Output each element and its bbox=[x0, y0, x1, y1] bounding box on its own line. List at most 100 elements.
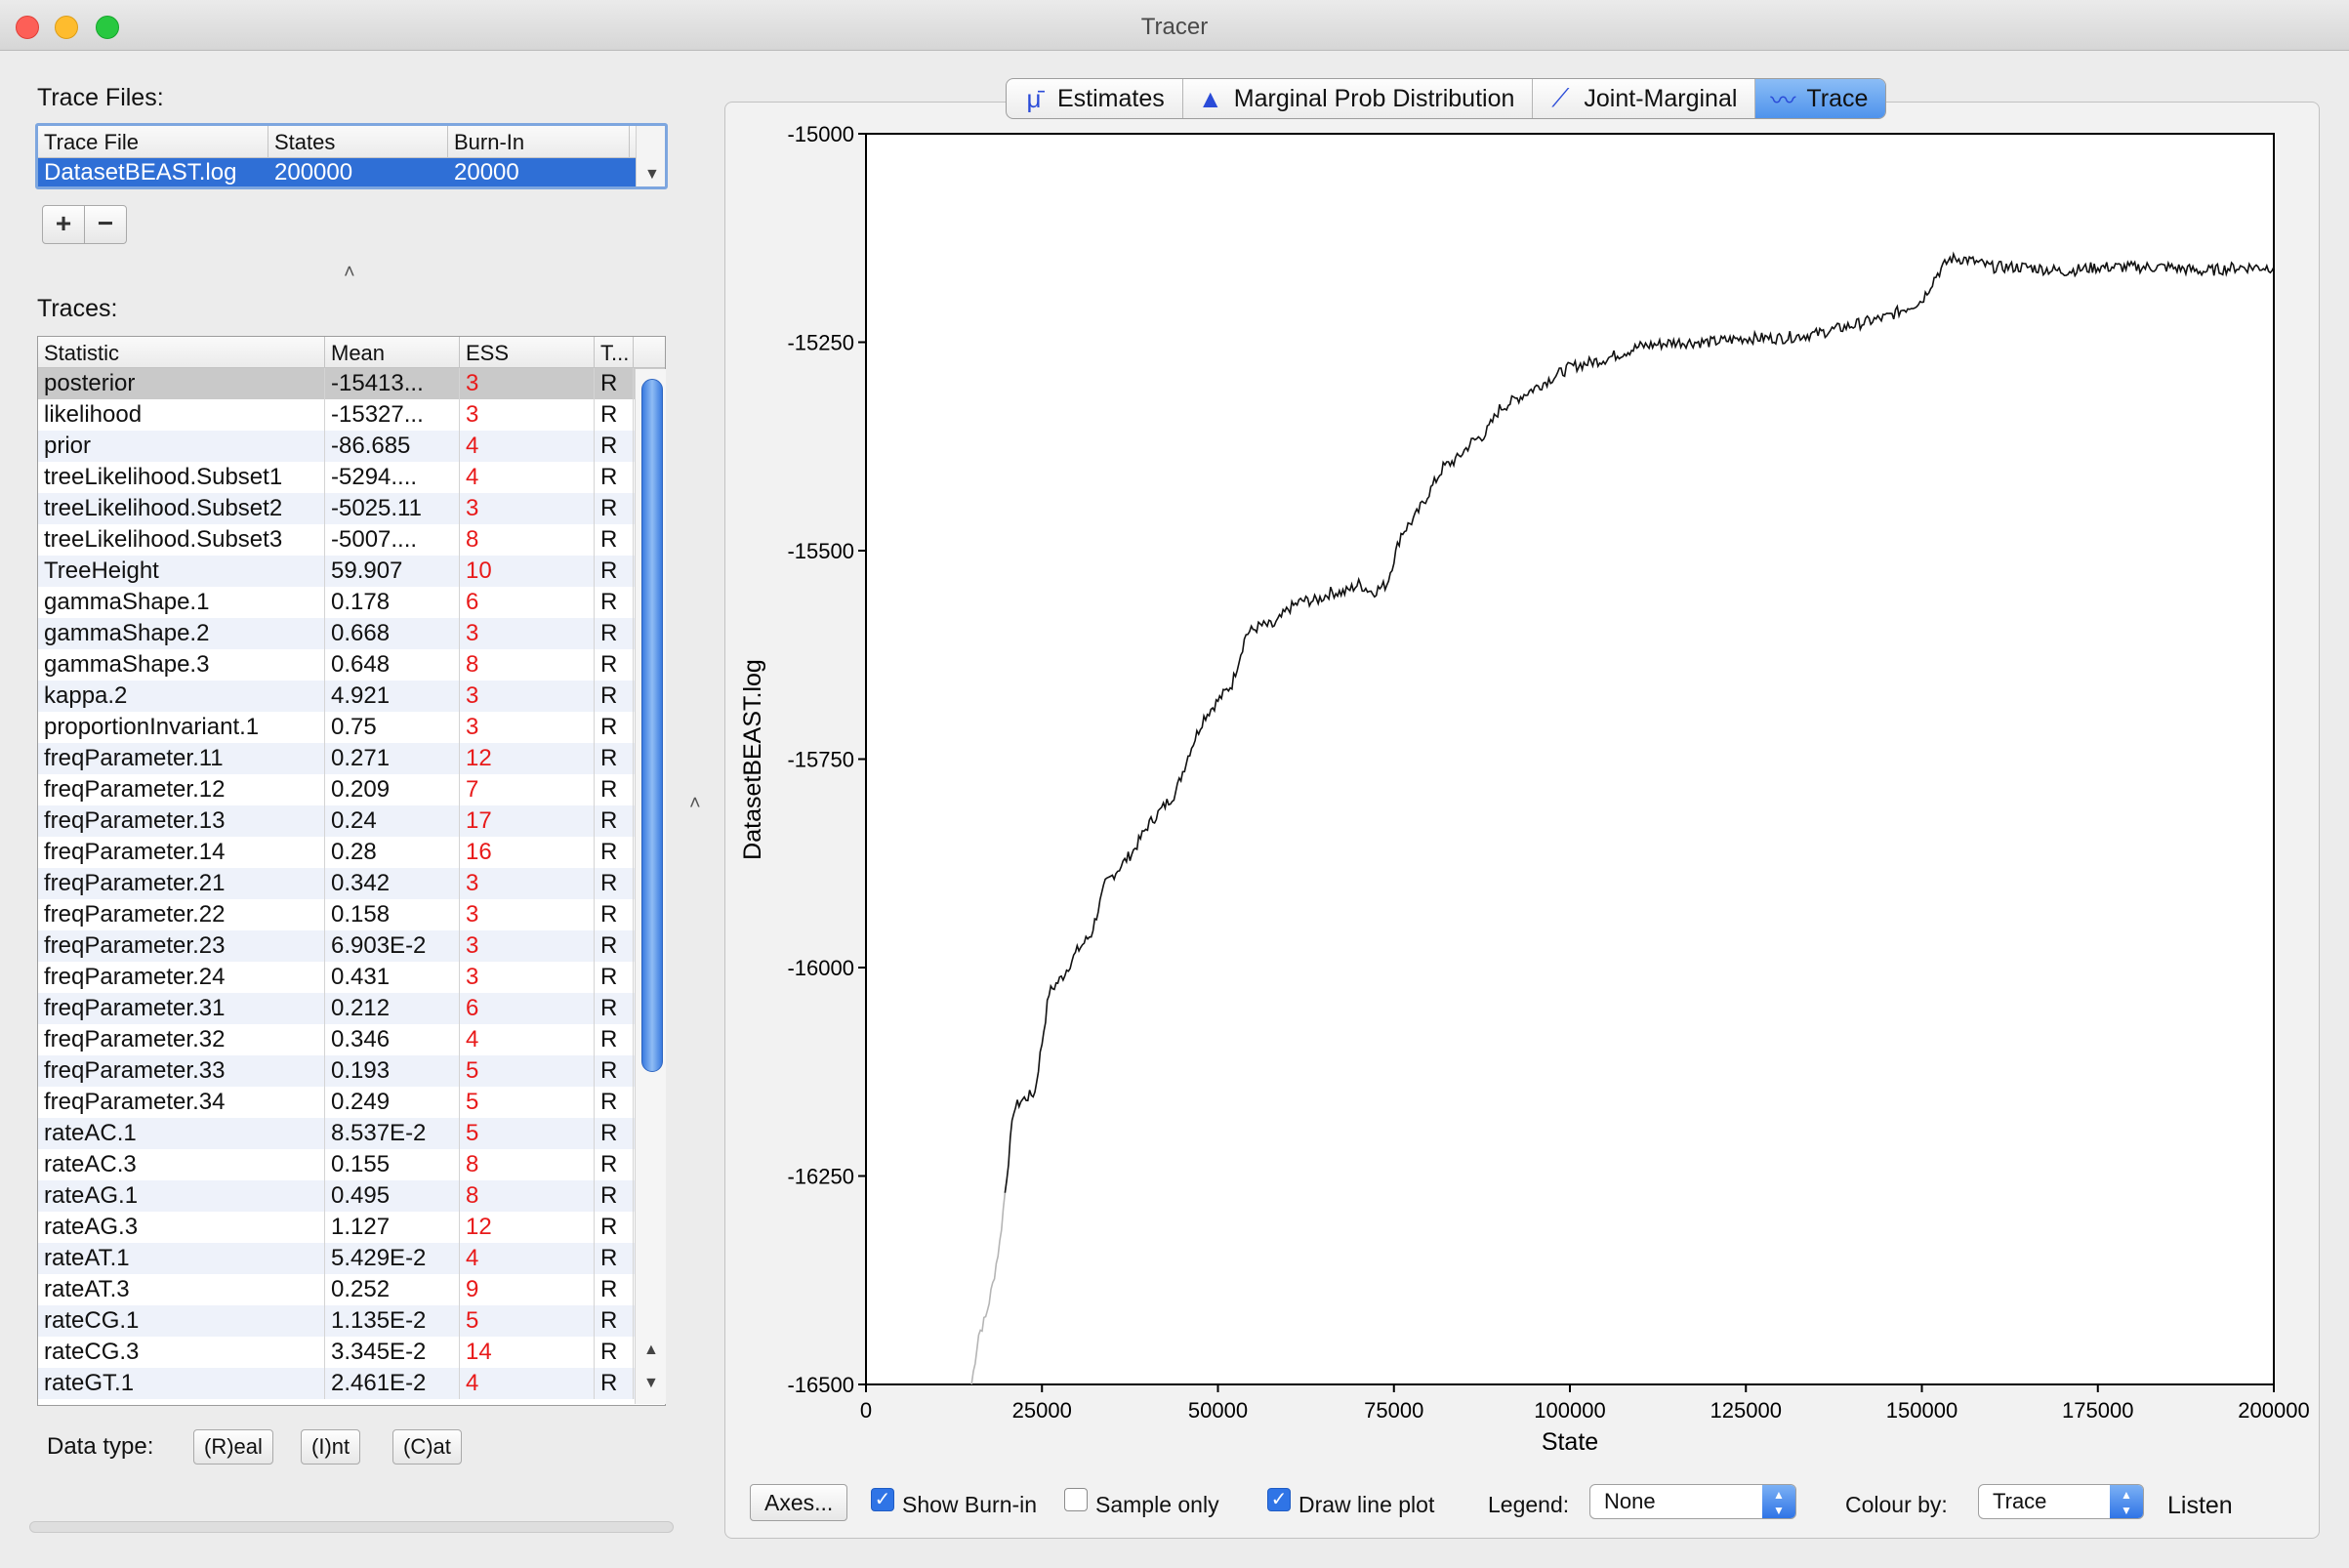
traces-label: Traces: bbox=[37, 295, 118, 322]
statistic-cell: proportionInvariant.1 bbox=[38, 712, 325, 743]
trace-file-burnin[interactable]: 20000 bbox=[454, 159, 519, 186]
table-row[interactable]: posterior -15413... 3 R bbox=[38, 368, 665, 399]
table-row[interactable]: gammaShape.3 0.648 8 R bbox=[38, 649, 665, 681]
type-cell: R bbox=[595, 368, 634, 399]
legend-select[interactable]: None ▲ ▼ bbox=[1589, 1484, 1796, 1519]
table-row[interactable]: freqParameter.24 0.431 3 R bbox=[38, 962, 665, 993]
trace-files-scrollbar[interactable]: ▼ bbox=[636, 126, 665, 186]
column-header-type[interactable]: T... bbox=[595, 337, 634, 367]
data-type-real-button[interactable]: (R)eal bbox=[193, 1429, 273, 1465]
table-row[interactable]: gammaShape.1 0.178 6 R bbox=[38, 587, 665, 618]
statistic-cell: freqParameter.12 bbox=[38, 774, 325, 805]
type-cell: R bbox=[595, 837, 634, 868]
table-row[interactable]: treeLikelihood.Subset2 -5025.11 3 R bbox=[38, 493, 665, 524]
zoom-window-button[interactable] bbox=[96, 16, 119, 39]
table-row[interactable]: rateAG.1 0.495 8 R bbox=[38, 1180, 665, 1212]
traces-scrollbar-thumb[interactable] bbox=[641, 379, 663, 1072]
type-cell: R bbox=[595, 930, 634, 962]
tab-marginal-prob-distribution[interactable]: ▲ Marginal Prob Distribution bbox=[1183, 79, 1534, 118]
mean-cell: 0.648 bbox=[325, 649, 460, 681]
column-header-trace-file[interactable]: Trace File bbox=[38, 126, 268, 157]
x-axis-label: State bbox=[1542, 1428, 1598, 1456]
column-header-ess[interactable]: ESS bbox=[460, 337, 595, 367]
table-row[interactable]: freqParameter.33 0.193 5 R bbox=[38, 1055, 665, 1087]
column-header-mean[interactable]: Mean bbox=[325, 337, 460, 367]
table-row[interactable]: freqParameter.32 0.346 4 R bbox=[38, 1024, 665, 1055]
table-row[interactable]: freqParameter.14 0.28 16 R bbox=[38, 837, 665, 868]
y-axis-label: DatasetBEAST.log bbox=[739, 659, 766, 860]
table-row[interactable]: rateAT.3 0.252 9 R bbox=[38, 1274, 665, 1305]
axes-button[interactable]: Axes... bbox=[750, 1484, 848, 1521]
table-row[interactable]: freqParameter.13 0.24 17 R bbox=[38, 805, 665, 837]
mean-cell: 3.345E-2 bbox=[325, 1337, 460, 1368]
table-row[interactable]: treeLikelihood.Subset1 -5294.... 4 R bbox=[38, 462, 665, 493]
type-cell: R bbox=[595, 1180, 634, 1212]
table-row[interactable]: rateCG.1 1.135E-2 5 R bbox=[38, 1305, 665, 1337]
table-row[interactable]: rateCG.3 3.345E-2 14 R bbox=[38, 1337, 665, 1368]
listen-label[interactable]: Listen bbox=[2167, 1492, 2233, 1519]
show-burnin-checkbox[interactable]: ✓ bbox=[871, 1488, 894, 1511]
table-row[interactable]: freqParameter.34 0.249 5 R bbox=[38, 1087, 665, 1118]
minimize-window-button[interactable] bbox=[55, 16, 78, 39]
statistic-cell: kappa.2 bbox=[38, 681, 325, 712]
tab-joint-marginal[interactable]: ⟋ Joint-Marginal bbox=[1533, 79, 1756, 118]
tab-trace[interactable]: 〰 Trace bbox=[1755, 79, 1886, 118]
statistic-cell: freqParameter.14 bbox=[38, 837, 325, 868]
table-row[interactable]: treeLikelihood.Subset3 -5007.... 8 R bbox=[38, 524, 665, 556]
table-row[interactable]: freqParameter.21 0.342 3 R bbox=[38, 868, 665, 899]
mean-cell: 0.342 bbox=[325, 868, 460, 899]
mean-cell: -86.685 bbox=[325, 431, 460, 462]
ess-cell: 3 bbox=[460, 681, 595, 712]
table-row[interactable]: freqParameter.23 6.903E-2 3 R bbox=[38, 930, 665, 962]
traces-header: Statistic Mean ESS T... bbox=[38, 337, 665, 368]
table-row[interactable]: proportionInvariant.1 0.75 3 R bbox=[38, 712, 665, 743]
table-row[interactable]: rateAT.1 5.429E-2 4 R bbox=[38, 1243, 665, 1274]
table-row[interactable]: prior -86.685 4 R bbox=[38, 431, 665, 462]
table-row[interactable]: gammaShape.2 0.668 3 R bbox=[38, 618, 665, 649]
remove-trace-file-button[interactable]: − bbox=[84, 205, 127, 244]
column-header-states[interactable]: States bbox=[268, 126, 448, 157]
table-row[interactable]: rateGT.1 2.461E-2 4 R bbox=[38, 1368, 665, 1399]
type-cell: R bbox=[595, 1149, 634, 1180]
type-cell: R bbox=[595, 1274, 634, 1305]
ess-cell: 12 bbox=[460, 743, 595, 774]
mean-cell: 0.178 bbox=[325, 587, 460, 618]
burn-in-trace-line bbox=[970, 1179, 1008, 1385]
data-type-cat-button[interactable]: (C)at bbox=[392, 1429, 462, 1465]
trace-file-row[interactable]: DatasetBEAST.log 200000 20000 bbox=[38, 158, 665, 186]
statistic-cell: freqParameter.21 bbox=[38, 868, 325, 899]
chevron-up-icon[interactable]: ▲ bbox=[643, 1341, 659, 1358]
tab-estimates[interactable]: μ̄ Estimates bbox=[1007, 79, 1183, 118]
sample-only-checkbox[interactable] bbox=[1064, 1488, 1088, 1511]
ess-cell: 5 bbox=[460, 1055, 595, 1087]
table-row[interactable]: rateAG.3 1.127 12 R bbox=[38, 1212, 665, 1243]
close-window-button[interactable] bbox=[16, 16, 39, 39]
type-cell: R bbox=[595, 462, 634, 493]
table-row[interactable]: TreeHeight 59.907 10 R bbox=[38, 556, 665, 587]
splitter-handle-icon[interactable]: ˄ bbox=[344, 262, 355, 283]
colour-by-select[interactable]: Trace ▲ ▼ bbox=[1978, 1484, 2144, 1519]
add-trace-file-button[interactable]: + bbox=[42, 205, 85, 244]
splitter-handle-icon[interactable]: ˄ bbox=[689, 793, 701, 814]
ess-cell: 14 bbox=[460, 1337, 595, 1368]
table-row[interactable]: rateAC.1 8.537E-2 5 R bbox=[38, 1118, 665, 1149]
draw-line-plot-checkbox[interactable]: ✓ bbox=[1267, 1488, 1291, 1511]
table-row[interactable]: kappa.2 4.921 3 R bbox=[38, 681, 665, 712]
table-row[interactable]: freqParameter.31 0.212 6 R bbox=[38, 993, 665, 1024]
table-row[interactable]: freqParameter.22 0.158 3 R bbox=[38, 899, 665, 930]
data-type-int-button[interactable]: (I)nt bbox=[301, 1429, 361, 1465]
column-header-burn-in[interactable]: Burn-In bbox=[448, 126, 630, 157]
statistic-cell: freqParameter.33 bbox=[38, 1055, 325, 1087]
table-row[interactable]: rateAC.3 0.155 8 R bbox=[38, 1149, 665, 1180]
x-tick-label: 50000 bbox=[1188, 1398, 1248, 1423]
traces-scrollbar[interactable]: ▲ ▼ bbox=[635, 369, 666, 1404]
chevron-down-icon[interactable]: ▼ bbox=[643, 1375, 659, 1391]
table-row[interactable]: freqParameter.11 0.271 12 R bbox=[38, 743, 665, 774]
type-cell: R bbox=[595, 1212, 634, 1243]
left-horizontal-scrollbar[interactable] bbox=[29, 1521, 674, 1533]
table-row[interactable]: freqParameter.12 0.209 7 R bbox=[38, 774, 665, 805]
ess-cell: 3 bbox=[460, 868, 595, 899]
tab-estimates-label: Estimates bbox=[1057, 84, 1165, 112]
table-row[interactable]: likelihood -15327... 3 R bbox=[38, 399, 665, 431]
column-header-statistic[interactable]: Statistic bbox=[38, 337, 325, 367]
